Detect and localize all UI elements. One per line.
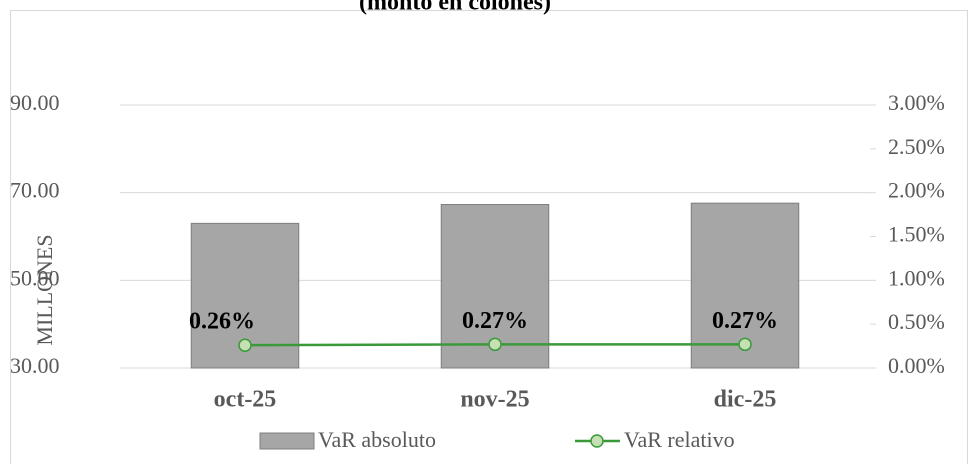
y-tick-label: 30.00 <box>10 353 60 378</box>
y-axis-label: MILLONES <box>32 234 57 345</box>
legend-label: VaR relativo <box>624 427 735 452</box>
data-label: 0.26% <box>189 309 255 335</box>
line-marker <box>738 337 752 352</box>
chart-border <box>10 10 968 464</box>
chart-title: (monto en colones) <box>359 0 551 16</box>
y-tick-label: 50.00 <box>10 265 60 290</box>
y-tick-label: 70.00 <box>10 178 60 203</box>
y2-tick-label: 0.50% <box>888 309 945 334</box>
y2-tick-label: 1.50% <box>888 222 945 247</box>
legend-swatch <box>259 432 315 450</box>
y2-tick-label: 1.00% <box>888 265 945 290</box>
y2-tick-label: 2.00% <box>888 178 945 203</box>
y2-tick-label: 2.50% <box>888 134 945 159</box>
line-marker <box>238 338 252 352</box>
data-label: 0.27% <box>462 308 528 334</box>
x-tick-label: dic-25 <box>714 387 777 413</box>
y2-tick-label: 3.00% <box>888 90 945 115</box>
legend-marker <box>590 434 604 448</box>
line-marker <box>488 337 502 352</box>
y-tick-label: 90.00 <box>10 90 60 115</box>
data-label: 0.27% <box>712 308 778 334</box>
x-tick-label: nov-25 <box>460 387 529 413</box>
x-tick-label: oct-25 <box>214 387 277 413</box>
y2-tick-label: 0.00% <box>888 353 945 378</box>
legend-label: VaR absoluto <box>318 427 436 452</box>
